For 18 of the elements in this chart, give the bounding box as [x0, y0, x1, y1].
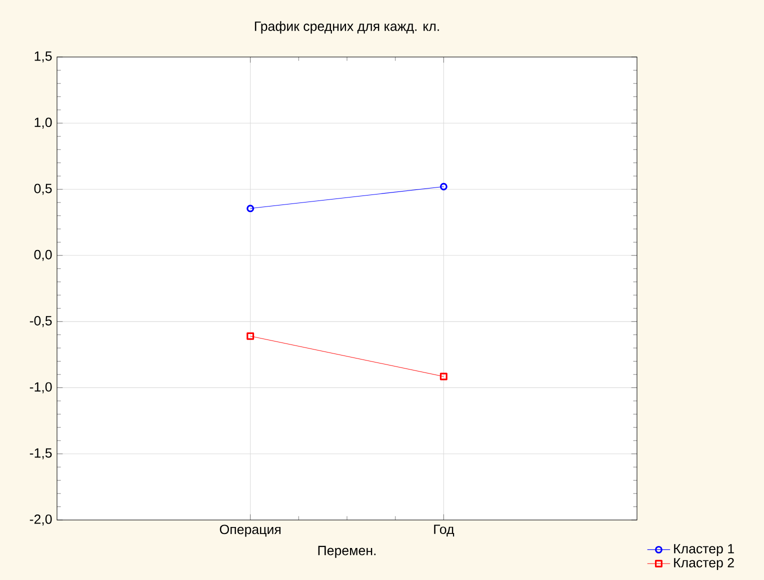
y-tick-label: -1,0	[30, 382, 52, 394]
y-tick-label: -2,0	[30, 514, 52, 526]
y-tick-label: 1,0	[34, 118, 52, 129]
legend-label: Кластер 1	[674, 544, 734, 556]
x-tick-label: Операция	[220, 524, 280, 537]
y-tick-label: 0,0	[34, 250, 52, 261]
point	[246, 332, 254, 340]
point	[246, 204, 254, 212]
legend-label: Кластер 2	[674, 558, 734, 570]
point	[440, 372, 448, 380]
y-tick-label: -1,5	[30, 448, 52, 460]
chart-title: График средних для кажд. кл.	[254, 21, 439, 34]
x-axis-title: Перемен.	[318, 546, 376, 558]
x-tick-label: Год	[434, 524, 454, 537]
y-tick-label: -0,5	[30, 316, 52, 328]
y-tick-label: 1,5	[34, 52, 52, 62]
point	[440, 182, 448, 190]
y-tick-label: 0,5	[34, 184, 52, 195]
